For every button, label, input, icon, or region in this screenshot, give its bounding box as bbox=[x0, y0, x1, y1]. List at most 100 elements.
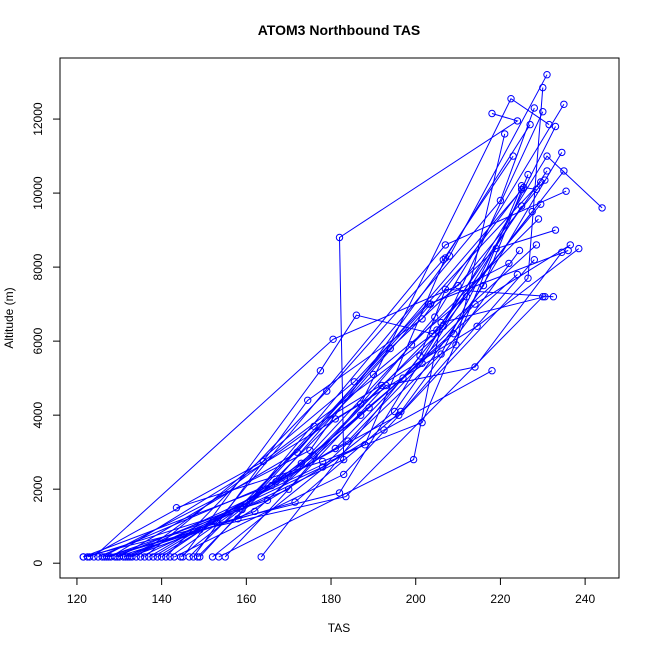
data-point bbox=[437, 318, 445, 327]
series-37 bbox=[149, 207, 536, 561]
series-line bbox=[174, 87, 544, 558]
data-point bbox=[157, 553, 166, 561]
series-18 bbox=[94, 256, 538, 561]
data-point bbox=[416, 352, 424, 360]
data-point bbox=[450, 330, 458, 338]
data-point bbox=[251, 507, 259, 516]
y-axis-label: Altitude (m) bbox=[2, 287, 16, 348]
data-point bbox=[551, 122, 560, 131]
series-30 bbox=[172, 182, 526, 512]
data-point bbox=[543, 167, 551, 175]
x-axis: 120 140 160 180 200 220 240 bbox=[67, 577, 595, 606]
data-point bbox=[515, 246, 524, 255]
series-25 bbox=[79, 259, 513, 561]
y-tick-label: 8000 bbox=[31, 253, 45, 280]
data-point bbox=[145, 553, 153, 561]
data-point bbox=[598, 204, 606, 212]
data-point bbox=[560, 167, 568, 175]
y-tick-label: 12000 bbox=[31, 102, 45, 136]
x-tick-label: 240 bbox=[575, 592, 595, 606]
y-tick-label: 2000 bbox=[31, 476, 45, 503]
data-point bbox=[488, 109, 496, 118]
series-24 bbox=[189, 185, 526, 561]
series-line bbox=[97, 259, 535, 558]
series-line bbox=[192, 189, 522, 558]
data-point bbox=[558, 148, 566, 157]
data-point bbox=[177, 553, 185, 561]
series-line bbox=[87, 244, 537, 558]
series-line bbox=[117, 370, 493, 558]
data-point bbox=[335, 233, 344, 242]
data-point bbox=[90, 553, 98, 561]
data-point bbox=[471, 363, 479, 371]
data-point bbox=[551, 226, 560, 234]
x-axis-label: TAS bbox=[328, 621, 350, 635]
series-line bbox=[110, 97, 550, 558]
data-point bbox=[331, 415, 339, 423]
series-line bbox=[199, 229, 556, 558]
data-point bbox=[539, 293, 547, 301]
data-point bbox=[340, 470, 348, 479]
data-point bbox=[562, 187, 570, 195]
data-point bbox=[558, 248, 566, 257]
data-point bbox=[433, 326, 441, 334]
series-line bbox=[197, 133, 506, 558]
series-36 bbox=[126, 270, 522, 561]
data-point bbox=[395, 411, 403, 419]
data-point bbox=[532, 241, 541, 249]
data-point bbox=[121, 553, 130, 561]
series-line bbox=[218, 296, 546, 558]
series-line bbox=[152, 211, 533, 558]
data-point bbox=[331, 444, 339, 453]
data-point bbox=[473, 322, 481, 330]
y-tick-label: 0 bbox=[31, 560, 45, 567]
data-point bbox=[505, 259, 513, 268]
series-line bbox=[161, 218, 539, 558]
series-16 bbox=[215, 293, 549, 561]
data-point bbox=[479, 281, 488, 290]
data-point bbox=[304, 396, 312, 404]
y-axis: 0 2000 4000 6000 8000 10000 12000 bbox=[31, 102, 61, 567]
data-point bbox=[496, 196, 505, 205]
data-point bbox=[429, 330, 437, 338]
data-point bbox=[141, 553, 149, 561]
data-point bbox=[426, 300, 435, 308]
data-point bbox=[310, 422, 318, 430]
data-point bbox=[534, 215, 543, 223]
series-12 bbox=[170, 83, 547, 561]
data-point bbox=[340, 455, 348, 464]
data-point bbox=[524, 170, 532, 179]
series-line bbox=[129, 274, 518, 558]
data-point bbox=[528, 207, 536, 216]
data-point bbox=[539, 83, 547, 92]
series-38 bbox=[157, 215, 543, 561]
data-point bbox=[153, 553, 162, 561]
data-point bbox=[344, 437, 352, 445]
series-29 bbox=[121, 120, 534, 561]
series-line bbox=[165, 155, 514, 558]
data-point bbox=[352, 311, 361, 319]
data-point bbox=[441, 254, 450, 262]
x-tick-label: 160 bbox=[236, 592, 256, 606]
series-15 bbox=[196, 226, 560, 561]
data-point bbox=[441, 241, 450, 249]
data-point bbox=[524, 274, 532, 282]
data-point bbox=[378, 381, 386, 390]
data-point bbox=[526, 120, 534, 129]
data-point bbox=[530, 104, 538, 112]
data-point bbox=[189, 553, 198, 561]
y-tick-label: 6000 bbox=[31, 327, 45, 354]
series-19 bbox=[111, 246, 572, 561]
x-tick-label: 220 bbox=[490, 592, 510, 606]
series-26 bbox=[83, 241, 541, 561]
data-point bbox=[543, 71, 551, 79]
data-point bbox=[79, 553, 88, 561]
series-line bbox=[140, 113, 519, 558]
data-point bbox=[537, 200, 545, 208]
data-point bbox=[126, 553, 134, 561]
series-3 bbox=[102, 104, 538, 561]
series-39 bbox=[166, 167, 551, 561]
data-point bbox=[560, 100, 568, 109]
data-point bbox=[100, 553, 109, 561]
